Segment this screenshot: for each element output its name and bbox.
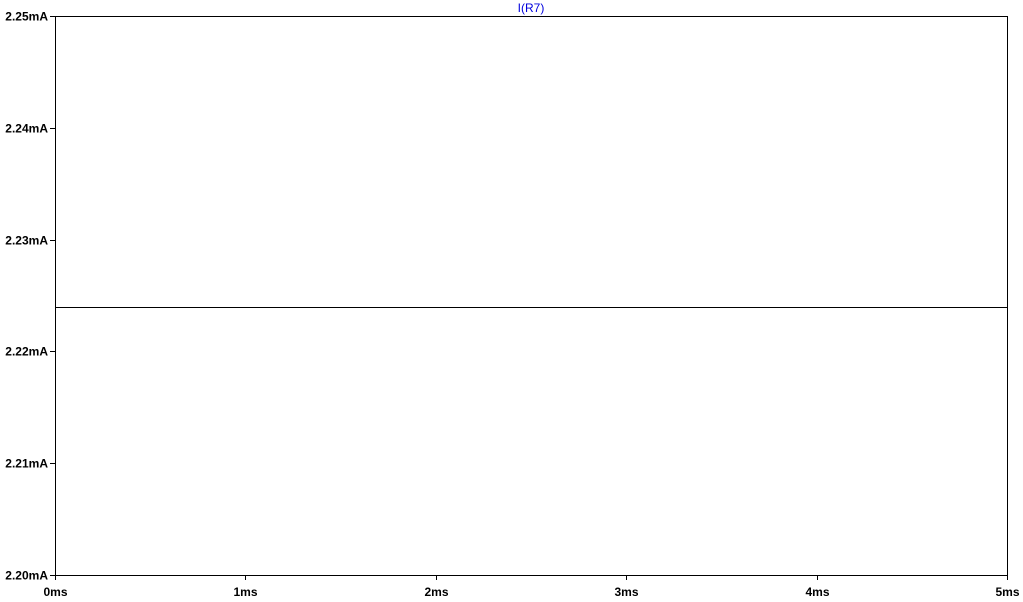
x-axis: 0ms 1ms 2ms 3ms 4ms 5ms [43, 575, 1020, 599]
y-tick-label: 2.23mA [5, 234, 48, 248]
x-tick-label: 4ms [805, 585, 829, 599]
x-tick-label: 3ms [614, 585, 638, 599]
x-tick-label: 2ms [424, 585, 448, 599]
trace-label[interactable]: I(R7) [518, 1, 545, 15]
y-axis: 2.20mA 2.21mA 2.22mA 2.23mA 2.24mA 2.25mA [5, 10, 55, 583]
y-tick-label: 2.22mA [5, 345, 48, 359]
plot-area[interactable] [55, 16, 1008, 576]
y-tick-label: 2.20mA [5, 569, 48, 583]
x-tick-label: 5ms [995, 585, 1019, 599]
y-tick-label: 2.21mA [5, 457, 48, 471]
y-tick-label: 2.24mA [5, 122, 48, 136]
y-tick-label: 2.25mA [5, 10, 48, 24]
x-tick-label: 1ms [233, 585, 257, 599]
x-tick-label: 0ms [43, 585, 67, 599]
